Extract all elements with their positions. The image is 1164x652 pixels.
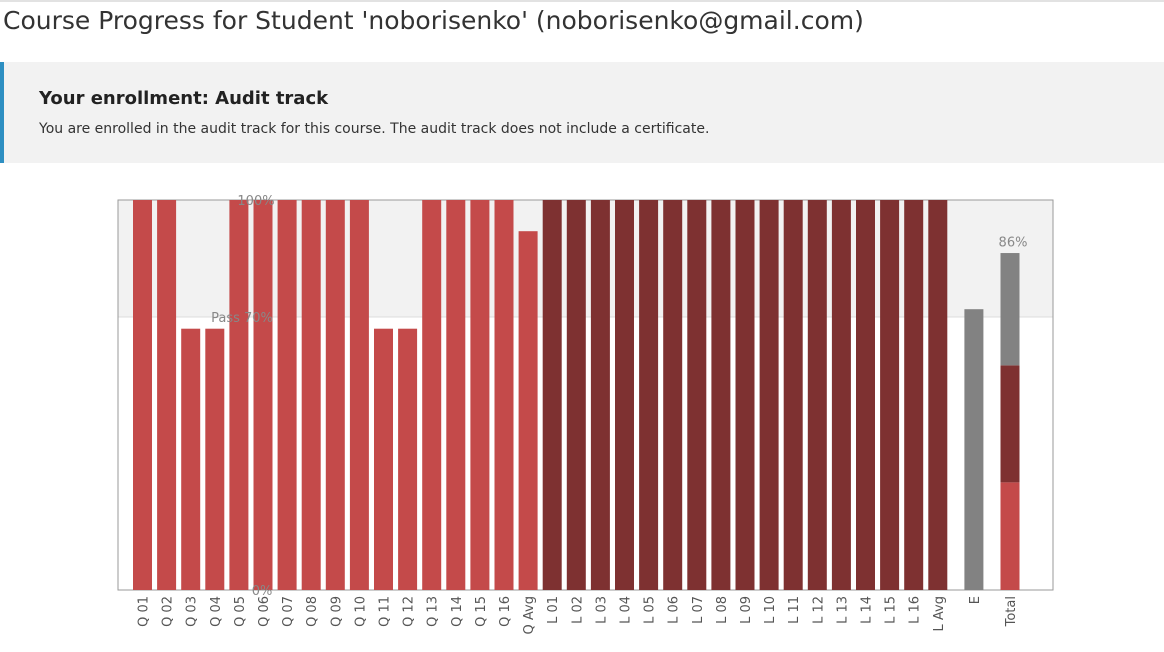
tick-label-q-13: Q 13 [426,596,441,627]
tick-label-q-06: Q 06 [257,596,272,627]
bar-q-14 [446,200,466,590]
tick-label-total: Total [1004,596,1019,627]
bar-l-14 [856,200,875,590]
bar-q-avg [518,231,538,590]
bar-q-03 [181,328,201,590]
tick-label-q-02: Q 02 [161,596,176,627]
bar-l-11 [783,200,803,590]
bar-l-03 [590,200,610,590]
bar-e [964,309,984,590]
tick-label-q-08: Q 08 [305,596,320,627]
bar-l-08 [711,200,731,590]
bar-l-01 [542,200,562,590]
enrollment-title: Your enrollment: Audit track [39,88,329,109]
tick-label-l-11: L 11 [787,596,802,624]
top-divider [0,0,1164,2]
bar-l-07 [687,200,707,590]
tick-label-l-13: L 13 [835,596,850,624]
bar-q-13 [422,200,442,590]
tick-label-l-07: L 07 [691,596,706,624]
tick-label-q-07: Q 07 [281,596,296,627]
tick-label-l-09: L 09 [739,596,754,624]
tick-label-l-12: L 12 [811,596,826,624]
tick-label-e: E [968,596,983,604]
bar-q-09 [325,200,345,590]
bar-q-02 [157,200,177,590]
tick-label-q-11: Q 11 [378,596,393,627]
bar-l-13 [831,200,851,590]
total-value-label: 86% [999,236,1028,251]
bar-l-12 [807,200,827,590]
bar-l-15 [880,200,900,590]
bar-q-10 [349,200,369,590]
bar-q-08 [301,200,321,590]
bar-l-avg [928,200,948,590]
tick-label-q-14: Q 14 [450,596,465,627]
tick-label-q-12: Q 12 [402,596,417,627]
page-title: Course Progress for Student 'noborisenko… [3,6,864,35]
bar-q-11 [374,328,393,590]
tick-label-l-03: L 03 [594,596,609,624]
bar-l-05 [639,200,659,590]
bar-q-07 [277,200,297,590]
tick-label-q-03: Q 03 [185,596,200,627]
enrollment-message: You are enrolled in the audit track for … [39,121,710,137]
tick-label-q-01: Q 01 [137,596,152,627]
tick-label-q-avg: Q Avg [522,596,537,634]
bar-q-01 [133,200,152,590]
bar-l-10 [759,200,779,590]
tick-label-q-15: Q 15 [474,596,489,627]
tick-label-l-14: L 14 [860,596,875,624]
total-segment-lab [1000,365,1020,483]
total-segment-exam [1000,253,1020,366]
tick-label-l-01: L 01 [546,596,561,624]
tick-label-q-04: Q 04 [209,596,224,627]
bar-l-06 [663,200,683,590]
bar-q-06 [253,200,273,590]
bar-q-04 [205,328,225,590]
tick-label-q-10: Q 10 [353,596,368,627]
total-segment-quiz [1000,482,1020,590]
bar-q-15 [470,200,490,590]
annotation-pass: Pass 70% [211,311,273,326]
tick-label-l-02: L 02 [570,596,585,624]
annotation-100: 100% [237,194,274,209]
annotation-0: 0% [252,584,273,599]
tick-label-q-16: Q 16 [498,596,513,627]
bar-q-12 [398,328,418,590]
tick-label-l-05: L 05 [643,596,658,624]
bar-q-16 [494,200,514,590]
tick-label-l-08: L 08 [715,596,730,624]
tick-label-l-15: L 15 [884,596,899,624]
bar-q-05 [229,200,249,590]
bar-l-09 [735,200,755,590]
tick-label-l-10: L 10 [763,596,778,624]
enrollment-banner: Your enrollment: Audit track You are enr… [0,62,1164,163]
tick-label-l-avg: L Avg [932,596,947,631]
tick-label-l-16: L 16 [908,596,923,624]
tick-label-q-09: Q 09 [329,596,344,627]
tick-label-q-05: Q 05 [233,596,248,627]
bar-l-16 [904,200,924,590]
grade-chart: 100% Pass 70% 0% 86% Q 01 Q 02 Q 03 Q 04 Q 05 Q 0… [117,194,1054,634]
tick-label-l-06: L 06 [667,596,682,624]
bar-l-04 [615,200,634,590]
bar-l-02 [566,200,586,590]
tick-label-l-04: L 04 [619,596,634,624]
